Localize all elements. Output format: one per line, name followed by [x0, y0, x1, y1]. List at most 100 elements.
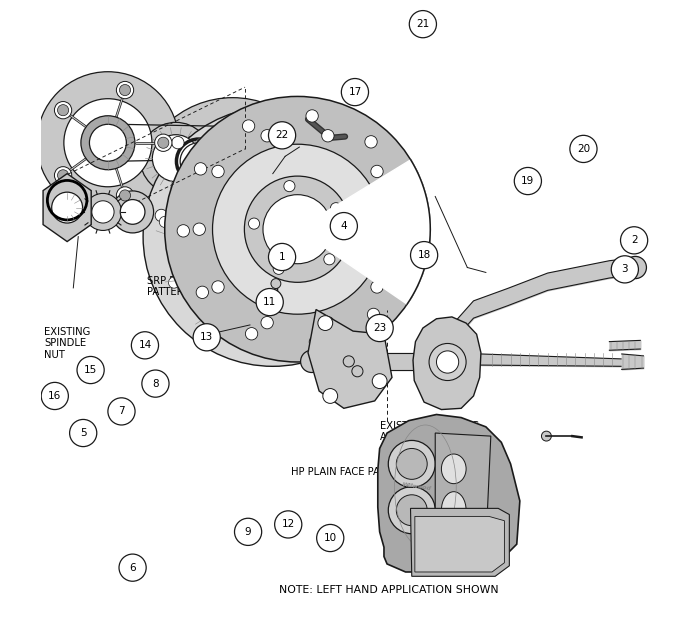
Circle shape — [316, 524, 344, 552]
Circle shape — [169, 277, 180, 288]
Circle shape — [570, 136, 597, 163]
Circle shape — [410, 11, 437, 38]
Circle shape — [120, 199, 145, 224]
Circle shape — [298, 165, 310, 178]
Circle shape — [41, 383, 69, 410]
Circle shape — [542, 431, 552, 441]
Circle shape — [390, 223, 402, 235]
Circle shape — [396, 448, 427, 479]
Circle shape — [342, 79, 368, 106]
Circle shape — [269, 122, 295, 149]
Ellipse shape — [442, 454, 466, 483]
Circle shape — [322, 316, 334, 329]
Circle shape — [111, 191, 153, 233]
Circle shape — [160, 216, 170, 227]
Circle shape — [269, 243, 295, 271]
Circle shape — [177, 225, 190, 237]
Circle shape — [318, 316, 332, 331]
Text: EXISTING
SPINDLE
NUT: EXISTING SPINDLE NUT — [44, 327, 91, 360]
Text: 20: 20 — [577, 144, 590, 154]
Text: 7: 7 — [118, 407, 125, 417]
Text: 18: 18 — [417, 250, 430, 260]
Polygon shape — [308, 310, 392, 409]
Circle shape — [349, 159, 360, 170]
Polygon shape — [410, 508, 510, 576]
Circle shape — [172, 136, 184, 149]
Circle shape — [153, 135, 199, 181]
Circle shape — [52, 192, 83, 223]
Circle shape — [273, 263, 284, 274]
Circle shape — [164, 97, 430, 362]
Text: 23: 23 — [373, 323, 386, 333]
Text: 6: 6 — [130, 563, 136, 573]
Circle shape — [155, 209, 167, 222]
Circle shape — [183, 271, 194, 282]
Text: 2: 2 — [631, 235, 638, 245]
Circle shape — [389, 487, 435, 534]
Text: SRP DRILLED/SLOTTED
PATTERN ROTOR: SRP DRILLED/SLOTTED PATTERN ROTOR — [148, 275, 260, 297]
Circle shape — [64, 98, 152, 187]
Circle shape — [209, 323, 220, 334]
Text: 16: 16 — [48, 391, 62, 401]
Circle shape — [263, 195, 332, 264]
Circle shape — [242, 120, 255, 132]
Circle shape — [298, 126, 308, 137]
Circle shape — [90, 124, 127, 161]
Circle shape — [193, 223, 205, 235]
Text: 12: 12 — [281, 519, 295, 529]
Circle shape — [108, 398, 135, 425]
Circle shape — [173, 136, 225, 187]
Text: 22: 22 — [275, 131, 288, 141]
Circle shape — [175, 219, 186, 230]
Circle shape — [396, 495, 427, 526]
Circle shape — [372, 374, 387, 389]
Circle shape — [309, 336, 321, 348]
Polygon shape — [415, 516, 505, 572]
Circle shape — [77, 357, 104, 384]
Circle shape — [195, 163, 206, 175]
Circle shape — [268, 340, 279, 351]
Circle shape — [300, 350, 323, 373]
Circle shape — [196, 170, 207, 181]
Circle shape — [246, 327, 258, 340]
Circle shape — [323, 389, 337, 404]
Circle shape — [400, 189, 413, 202]
Text: 5: 5 — [80, 428, 87, 438]
Circle shape — [184, 160, 195, 171]
Circle shape — [140, 123, 211, 194]
Circle shape — [81, 116, 135, 170]
Circle shape — [327, 322, 338, 334]
Text: 14: 14 — [139, 340, 152, 350]
Circle shape — [69, 420, 97, 447]
Circle shape — [210, 260, 223, 272]
Circle shape — [514, 168, 542, 194]
Circle shape — [318, 310, 330, 321]
Circle shape — [306, 110, 318, 122]
Text: 10: 10 — [323, 533, 337, 543]
Polygon shape — [298, 160, 430, 304]
Text: 8: 8 — [152, 379, 159, 389]
Circle shape — [371, 281, 383, 293]
Circle shape — [92, 201, 114, 223]
Circle shape — [120, 85, 131, 95]
Circle shape — [343, 356, 354, 367]
Circle shape — [137, 98, 328, 289]
Circle shape — [365, 136, 377, 148]
Circle shape — [366, 314, 393, 342]
Circle shape — [330, 202, 342, 214]
Text: 9: 9 — [245, 527, 251, 537]
Circle shape — [120, 190, 131, 201]
Circle shape — [284, 181, 295, 192]
Text: 3: 3 — [622, 264, 628, 274]
Circle shape — [234, 518, 262, 545]
Circle shape — [193, 324, 220, 351]
Circle shape — [142, 370, 169, 397]
Circle shape — [85, 193, 122, 230]
Text: 11: 11 — [263, 297, 276, 307]
Circle shape — [371, 165, 383, 178]
Circle shape — [256, 288, 284, 316]
Circle shape — [180, 143, 217, 180]
Circle shape — [57, 105, 69, 116]
Circle shape — [240, 142, 251, 153]
Circle shape — [217, 310, 228, 321]
